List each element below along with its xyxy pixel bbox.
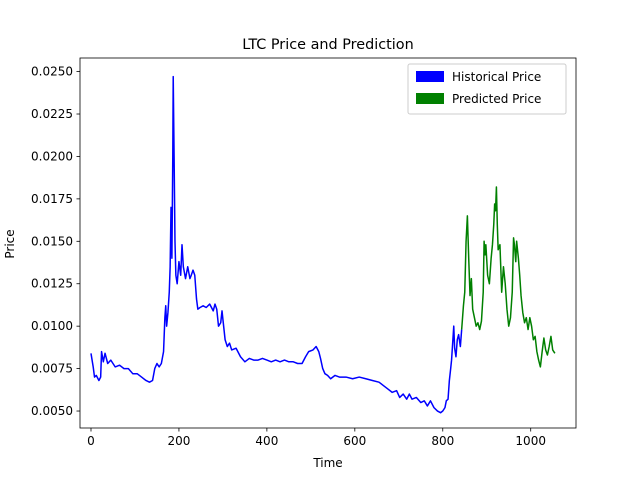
- x-tick-label: 800: [431, 434, 454, 448]
- series-line-historical: [90, 75, 463, 414]
- x-tick-label: 0: [87, 434, 95, 448]
- y-tick-label: 0.0150: [31, 234, 73, 248]
- y-tick-label: 0.0225: [31, 107, 73, 121]
- y-axis: 0.0050 0.0075 0.0100 0.0125 0.0150 0.0175 0.02…: [31, 65, 80, 418]
- x-tick-label: 400: [255, 434, 278, 448]
- plot-frame: [79, 57, 577, 429]
- legend-swatch-historical: [416, 71, 444, 82]
- legend: Historical Price Predicted Price: [407, 63, 567, 115]
- x-tick-label: 600: [343, 434, 366, 448]
- x-tick-label: 200: [167, 434, 190, 448]
- y-tick-label: 0.0075: [31, 362, 73, 376]
- y-tick-label: 0.0050: [31, 404, 73, 418]
- legend-label-historical: Historical Price: [452, 70, 541, 84]
- series-line-predicted: [460, 186, 556, 368]
- x-axis-title: Time: [312, 456, 342, 470]
- x-tick-label: 1000: [515, 434, 546, 448]
- legend-label-predicted: Predicted Price: [452, 92, 541, 106]
- chart-title: LTC Price and Prediction: [242, 37, 413, 53]
- y-tick-label: 0.0125: [31, 277, 73, 291]
- y-axis-title: Price: [3, 229, 17, 258]
- x-axis: 0 200 400 600 800 1000: [87, 428, 546, 448]
- y-tick-label: 0.0175: [31, 192, 73, 206]
- y-tick-label: 0.0200: [31, 149, 73, 163]
- y-tick-label: 0.0250: [31, 65, 73, 79]
- y-tick-label: 0.0100: [31, 319, 73, 333]
- plot-area: [79, 57, 577, 429]
- legend-swatch-predicted: [416, 93, 444, 104]
- legend-box: [407, 63, 567, 115]
